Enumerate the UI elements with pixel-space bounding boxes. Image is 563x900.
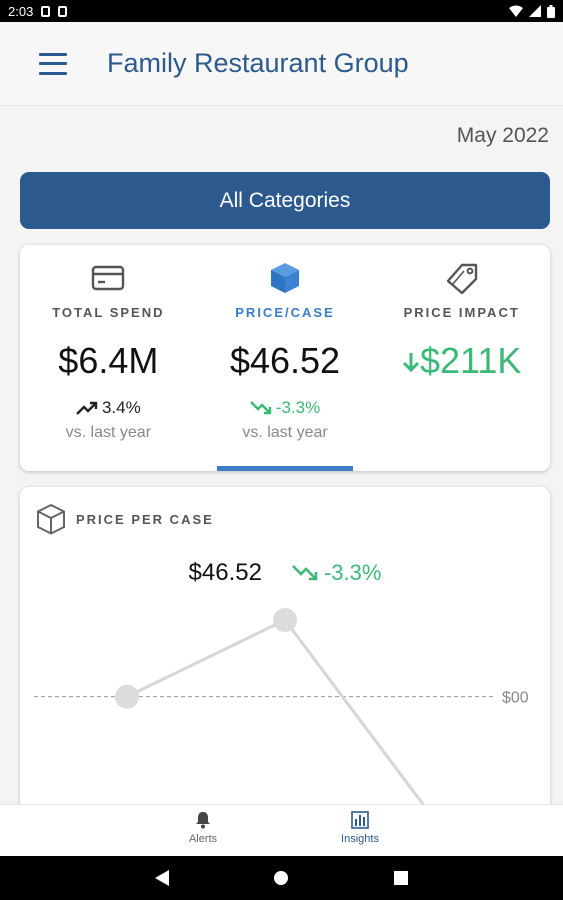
chart-change-value: -3.3% — [323, 560, 382, 585]
active-tab-indicator — [216, 466, 354, 471]
system-navigation-bar — [0, 856, 563, 900]
kpi-value: $6.4M — [58, 340, 159, 381]
back-button[interactable] — [140, 856, 184, 900]
chart-title: PRICE PER CASE — [76, 511, 214, 527]
kpi-price-per-case[interactable]: PRICE/CASE $46.52 -3.3% vs. last year — [197, 245, 374, 471]
bottom-navigation: Alerts Insights — [0, 804, 563, 856]
home-circle-icon — [274, 871, 288, 885]
data-point[interactable] — [115, 684, 139, 709]
cube-outline-icon — [37, 503, 65, 535]
recents-square-icon — [394, 871, 408, 885]
storage-icon — [58, 5, 68, 17]
recents-button[interactable] — [379, 856, 423, 900]
trending-down-icon — [249, 401, 271, 415]
bell-icon — [196, 812, 210, 829]
category-selector-button[interactable]: All Categories — [20, 172, 550, 229]
kpi-value: $46.52 — [229, 340, 341, 381]
date-label[interactable]: May 2022 — [456, 124, 549, 147]
trending-down-icon — [292, 565, 318, 581]
kpi-change: 3.4% — [76, 398, 141, 418]
kpi-label: PRICE IMPACT — [403, 305, 520, 320]
status-bar: 2:03 — [0, 0, 563, 22]
nav-insights-label: Insights — [341, 833, 379, 845]
nav-alerts-label: Alerts — [188, 833, 218, 845]
notification-icon — [41, 5, 51, 17]
signal-icon — [529, 5, 541, 17]
kpi-change: -3.3% — [249, 398, 321, 418]
data-point[interactable] — [273, 608, 297, 632]
chart-header: PRICE PER CASE — [36, 503, 214, 535]
series-line — [126, 618, 442, 827]
back-triangle-icon — [155, 870, 169, 886]
kpi-card: TOTAL SPEND $6.4M 3.4% vs. last year PRI… — [20, 245, 550, 471]
nav-alerts[interactable]: Alerts — [163, 811, 243, 845]
trending-up-icon — [76, 401, 98, 415]
app-bar: Family Restaurant Group — [0, 22, 563, 106]
credit-card-icon — [91, 261, 125, 295]
kpi-label: PRICE/CASE — [235, 305, 335, 320]
kpi-comparison-label: vs. last year — [65, 424, 152, 441]
baseline-label: $00 — [502, 690, 529, 707]
price-tag-icon — [444, 261, 480, 295]
chart-value: $46.52 — [188, 559, 262, 586]
kpi-label: TOTAL SPEND — [52, 305, 165, 320]
kpi-change-value: -3.3% — [275, 398, 321, 417]
home-button[interactable] — [259, 856, 303, 900]
kpi-change-value: 3.4% — [101, 398, 141, 417]
app-title: Family Restaurant Group — [107, 48, 409, 78]
kpi-total-spend[interactable]: TOTAL SPEND $6.4M 3.4% vs. last year — [20, 245, 197, 471]
kpi-value: $211K — [402, 340, 521, 382]
chart-change: -3.3% — [292, 560, 381, 586]
status-time: 2:03 — [8, 3, 34, 19]
arrow-down-icon — [402, 353, 420, 373]
hamburger-menu-icon[interactable] — [39, 52, 67, 75]
line-chart: $00 — [34, 608, 529, 827]
bar-chart-icon — [351, 811, 369, 829]
nav-insights[interactable]: Insights — [320, 811, 400, 845]
price-per-case-chart-card: $00 PRICE PER CASE $46.52 -3.3% — [20, 487, 550, 827]
chart-summary: $46.52 -3.3% — [20, 559, 550, 587]
kpi-comparison-label: vs. last year — [242, 424, 328, 441]
battery-icon — [547, 4, 555, 18]
cube-icon — [269, 261, 301, 295]
wifi-icon — [509, 5, 523, 17]
kpi-price-impact[interactable]: PRICE IMPACT $211K — [373, 245, 550, 471]
kpi-value-text: $211K — [419, 340, 522, 381]
